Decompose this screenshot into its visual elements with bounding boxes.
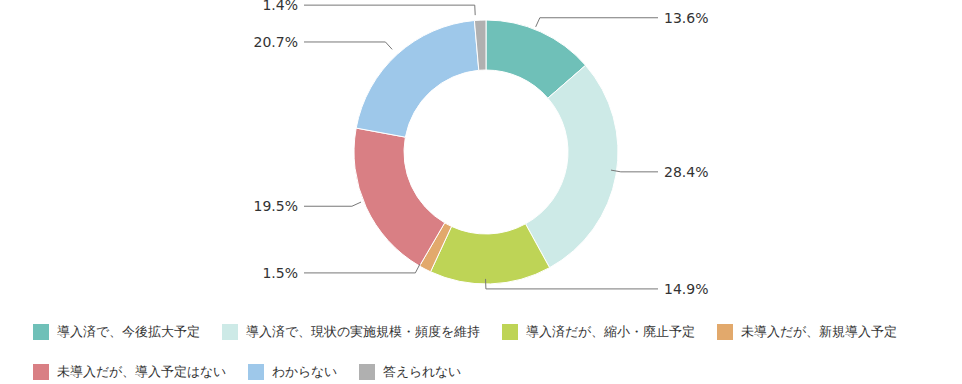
html-text:導入済で、現状の実施規模・頻度を維持: 導入済で、現状の実施規模・頻度を維持: [246, 324, 480, 339]
svg-text:14.9%: 14.9%: [664, 281, 708, 297]
svg-text:19.5%: 19.5%: [254, 198, 298, 214]
html-text:導入済だが、縮小・廃止予定: 導入済だが、縮小・廃止予定: [526, 324, 695, 339]
html-text:導入済で、今後拡大予定: 導入済で、今後拡大予定: [57, 324, 200, 339]
svg-text:13.6%: 13.6%: [664, 10, 708, 26]
svg-text:1.4%: 1.4%: [262, 0, 298, 13]
html-text:未導入だが、導入予定はない: 未導入だが、導入予定はない: [57, 364, 226, 379]
html-text:わからない: わからない: [272, 364, 337, 379]
html-text:未導入だが、新規導入予定: 未導入だが、新規導入予定: [741, 324, 897, 339]
svg-text:1.5%: 1.5%: [262, 265, 298, 281]
svg-text:28.4%: 28.4%: [664, 164, 708, 180]
html-text:答えられない: 答えられない: [383, 364, 461, 379]
svg-text:20.7%: 20.7%: [254, 34, 298, 50]
